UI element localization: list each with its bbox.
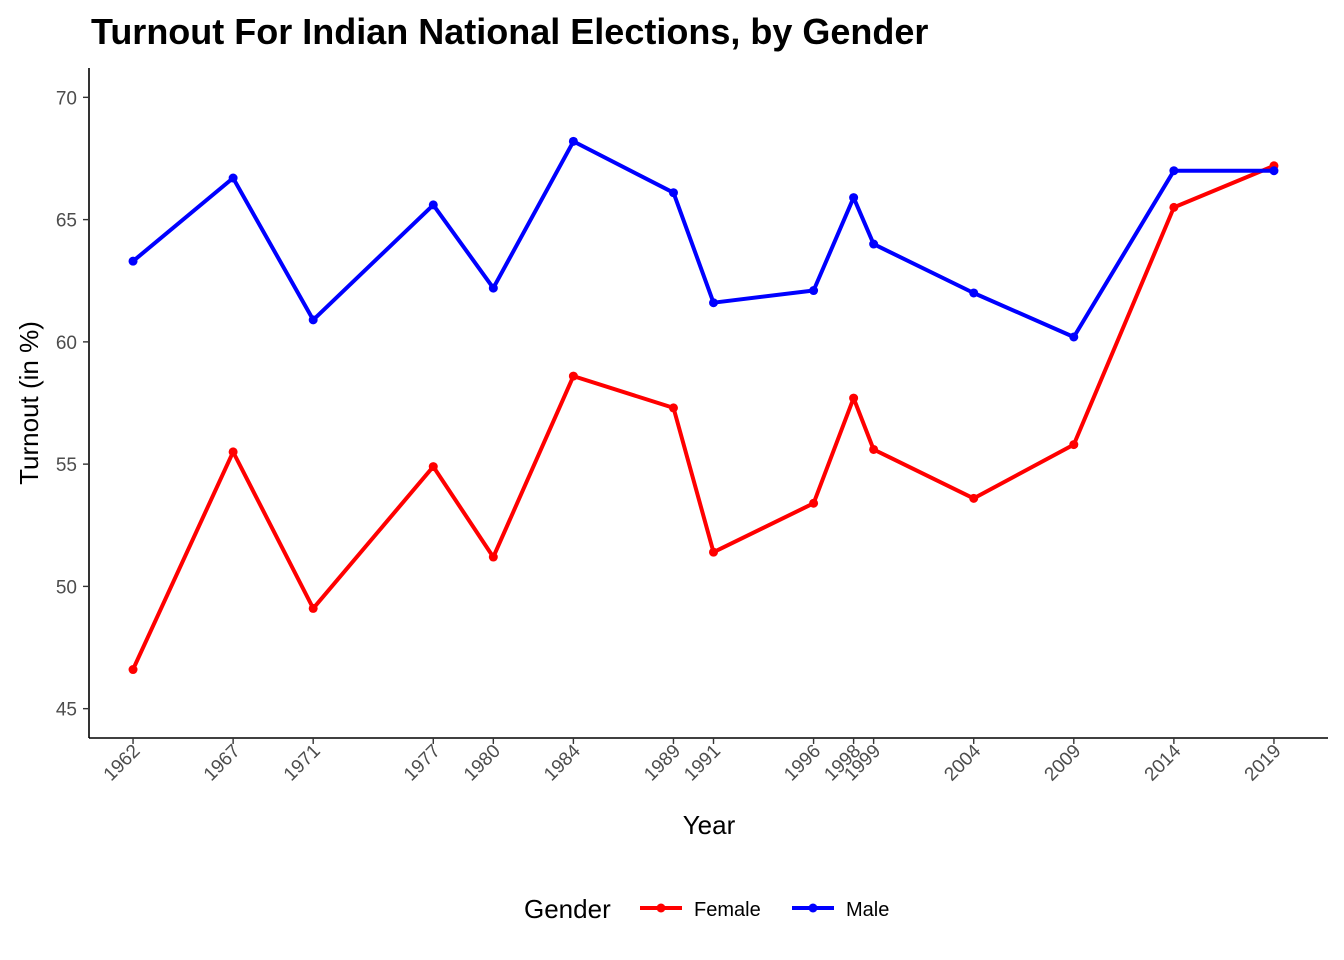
x-axis-title: Year bbox=[683, 810, 736, 840]
data-point bbox=[969, 288, 979, 298]
plot-series bbox=[128, 136, 1279, 675]
data-point bbox=[128, 256, 138, 266]
x-tick-label: 1996 bbox=[780, 741, 825, 786]
data-point bbox=[308, 603, 318, 613]
series-line bbox=[131, 163, 1275, 671]
data-point bbox=[849, 193, 859, 203]
x-tick-label: 1977 bbox=[400, 741, 445, 786]
x-tick-label: 1989 bbox=[640, 741, 685, 786]
x-tick-label: 1971 bbox=[280, 741, 325, 786]
x-tick-label: 1962 bbox=[100, 741, 145, 786]
data-point bbox=[1069, 440, 1079, 450]
y-tick-label: 65 bbox=[56, 211, 77, 232]
data-point bbox=[428, 200, 438, 210]
data-point bbox=[849, 393, 859, 403]
data-point bbox=[668, 403, 678, 413]
x-tick-label: 1980 bbox=[460, 741, 505, 786]
legend-item-male: Male bbox=[792, 899, 889, 921]
y-axis: 45 50 55 60 65 70 bbox=[56, 68, 90, 738]
data-point bbox=[1169, 202, 1179, 212]
chart-title: Turnout For Indian National Elections, b… bbox=[91, 11, 928, 52]
legend-title: Gender bbox=[524, 894, 611, 924]
y-axis-title: Turnout (in %) bbox=[14, 321, 44, 485]
data-point bbox=[869, 444, 879, 454]
legend-item-female: Female bbox=[640, 899, 761, 921]
legend-label: Female bbox=[694, 899, 761, 921]
y-tick-label: 70 bbox=[56, 88, 77, 109]
series-female bbox=[128, 161, 1279, 675]
data-point bbox=[228, 173, 238, 183]
data-point bbox=[668, 188, 678, 198]
data-point bbox=[869, 239, 879, 249]
series-line bbox=[131, 139, 1274, 339]
data-point bbox=[308, 315, 318, 325]
legend: Gender Female Male bbox=[524, 894, 889, 924]
x-tick-label: 1984 bbox=[540, 740, 585, 785]
data-point bbox=[128, 665, 138, 675]
data-point bbox=[809, 286, 819, 296]
data-point bbox=[709, 298, 719, 308]
data-point bbox=[228, 447, 238, 457]
data-point bbox=[568, 136, 578, 146]
x-tick-label: 2014 bbox=[1141, 740, 1186, 785]
legend-key-point bbox=[808, 903, 818, 913]
data-point bbox=[428, 462, 438, 472]
data-point bbox=[1169, 166, 1179, 176]
data-point bbox=[488, 552, 498, 562]
x-tick-label: 1967 bbox=[200, 741, 245, 786]
data-point bbox=[568, 371, 578, 381]
legend-items: Female Male bbox=[640, 899, 889, 921]
x-tick-label: 1991 bbox=[680, 741, 725, 786]
data-point bbox=[969, 493, 979, 503]
data-point bbox=[709, 547, 719, 557]
legend-key-point bbox=[656, 903, 666, 913]
data-point bbox=[809, 498, 819, 508]
y-tick-label: 60 bbox=[56, 333, 77, 354]
data-point bbox=[1269, 166, 1279, 176]
x-tick-label: 2004 bbox=[941, 740, 986, 785]
data-point bbox=[1069, 332, 1079, 342]
series-male bbox=[128, 136, 1279, 342]
y-tick-label: 45 bbox=[56, 700, 77, 721]
y-tick-label: 50 bbox=[56, 577, 77, 598]
x-tick-label: 2019 bbox=[1241, 741, 1286, 786]
legend-label: Male bbox=[846, 899, 889, 921]
x-tick-label: 2009 bbox=[1041, 741, 1086, 786]
data-point bbox=[488, 283, 498, 293]
y-tick-label: 55 bbox=[56, 455, 77, 476]
